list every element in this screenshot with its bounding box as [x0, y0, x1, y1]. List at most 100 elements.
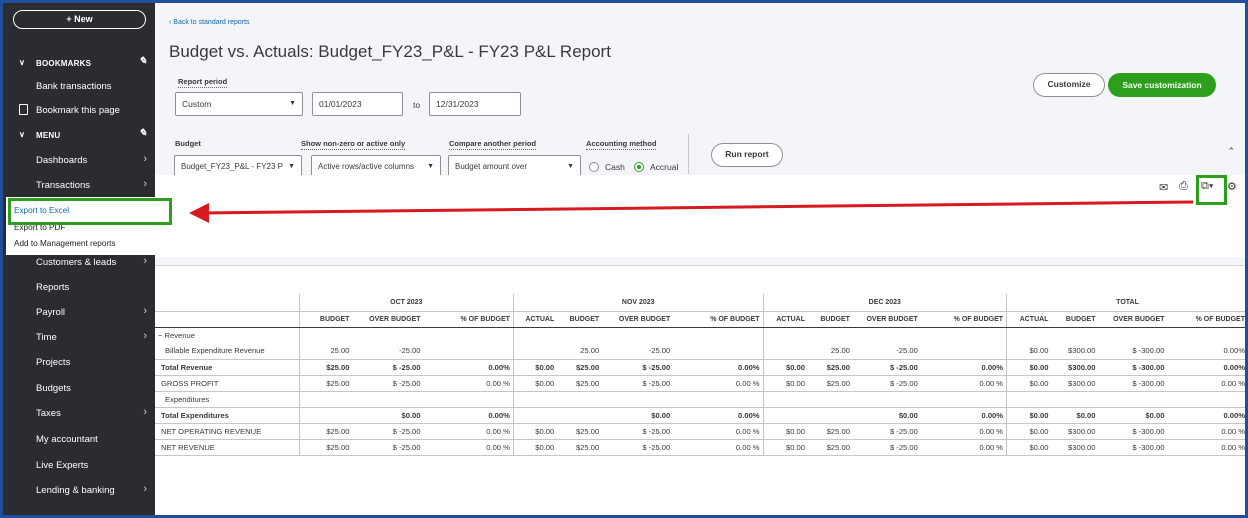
table-cell[interactable]: $25.00 [808, 358, 853, 376]
table-cell[interactable]: $ -25.00 [352, 439, 424, 456]
table-cell[interactable]: $0.00 [352, 406, 424, 424]
table-cell[interactable]: $25.00 [557, 375, 603, 392]
edit-pencil-icon[interactable]: ✎ [138, 56, 147, 67]
table-cell[interactable]: $0.00 [512, 358, 558, 376]
table-cell[interactable]: $ -300.00 [1098, 439, 1168, 456]
table-cell[interactable]: 0.00 % [423, 375, 514, 392]
table-cell[interactable]: $ -300.00 [1098, 358, 1168, 376]
export-icon[interactable]: ⧉▾ [1201, 180, 1214, 192]
table-cell[interactable]: 0.00 % [673, 423, 764, 440]
table-cell[interactable]: $ -25.00 [352, 375, 424, 392]
table-cell[interactable]: $0.00 [1006, 439, 1052, 456]
table-cell[interactable]: $25.00 [808, 375, 853, 392]
sidebar-item-taxes[interactable]: Taxes › [3, 402, 155, 424]
table-cell[interactable]: $25.00 [298, 423, 353, 440]
table-cell[interactable]: $ -25.00 [852, 358, 921, 376]
sidebar-item-lending-banking[interactable]: Lending & banking › [3, 479, 155, 501]
table-cell[interactable]: $0.00 [762, 423, 808, 440]
accrual-radio[interactable] [634, 162, 644, 172]
table-cell[interactable]: 0.00 % [1167, 375, 1245, 392]
table-cell[interactable]: 25.00 [298, 343, 353, 359]
sidebar-item-payroll[interactable]: Payroll › [3, 301, 155, 323]
table-cell[interactable]: $ -25.00 [602, 423, 674, 440]
table-cell[interactable]: $300.00 [1051, 358, 1099, 376]
table-cell[interactable]: $300.00 [1051, 375, 1099, 392]
table-cell[interactable]: 0.00% [920, 358, 1007, 376]
table-cell[interactable]: $ -300.00 [1098, 423, 1168, 440]
sidebar-item-time[interactable]: Time › [3, 326, 155, 348]
save-customization-button[interactable]: Save customization [1108, 73, 1216, 97]
back-to-reports-link[interactable]: ‹ Back to standard reports [169, 19, 250, 26]
table-cell[interactable]: 0.00 % [920, 375, 1007, 392]
table-cell[interactable]: $0.00 [512, 423, 558, 440]
table-cell[interactable]: $25.00 [557, 358, 603, 376]
table-cell[interactable]: 0.00% [1223, 346, 1245, 356]
table-cell[interactable]: $25.00 [557, 423, 603, 440]
table-cell[interactable]: $ -25.00 [602, 375, 674, 392]
table-cell[interactable]: $ -25.00 [852, 439, 921, 456]
table-cell[interactable]: 0.00 % [423, 439, 514, 456]
table-cell[interactable]: $0.00 [512, 375, 558, 392]
table-cell[interactable]: 0.00% [423, 406, 514, 424]
table-cell[interactable]: 0.00% [1167, 358, 1245, 376]
table-cell[interactable]: 25.00 [830, 346, 850, 356]
sidebar-item-transactions[interactable]: Transactions › [3, 174, 155, 196]
date-from-input[interactable]: 01/01/2023 [312, 92, 403, 116]
table-cell[interactable]: $0.00 [852, 406, 921, 424]
customize-button[interactable]: Customize [1033, 73, 1105, 97]
table-cell[interactable]: 0.00% [1167, 406, 1245, 424]
table-cell[interactable]: -25.00 [398, 346, 421, 356]
print-icon[interactable]: ⎙ [1179, 180, 1188, 192]
date-to-input[interactable]: 12/31/2023 [429, 92, 521, 116]
table-cell[interactable]: $25.00 [298, 358, 353, 376]
new-button[interactable]: + New [13, 10, 146, 29]
table-cell[interactable]: 0.00% [920, 406, 1007, 424]
table-cell[interactable]: $25.00 [298, 439, 353, 456]
sidebar-item-dashboards[interactable]: Dashboards › [3, 149, 155, 171]
table-cell[interactable]: $300.00 [1068, 346, 1096, 356]
table-cell[interactable]: $0.00 [602, 406, 674, 424]
table-cell[interactable]: 0.00 % [920, 423, 1007, 440]
table-cell[interactable]: $0.00 [762, 439, 808, 456]
table-cell[interactable]: $ -25.00 [602, 439, 674, 456]
report-period-select[interactable]: Custom ▼ [175, 92, 303, 116]
table-cell[interactable]: $300.00 [1051, 423, 1099, 440]
table-cell[interactable]: -25.00 [896, 346, 918, 356]
table-cell[interactable]: $0.00 [762, 358, 808, 376]
table-cell[interactable]: $0.00 [1051, 406, 1099, 424]
row-label[interactable]: − Revenue [158, 330, 195, 340]
table-cell[interactable]: $0.00 [512, 439, 558, 456]
table-cell[interactable]: $ -25.00 [352, 423, 424, 440]
table-cell[interactable]: $25.00 [298, 375, 353, 392]
sidebar-item-budgets[interactable]: Budgets [3, 377, 155, 399]
sidebar-item-customers-leads[interactable]: Customers & leads › [3, 251, 155, 273]
table-cell[interactable]: $0.00 [1006, 375, 1052, 392]
export-to-excel-item[interactable]: Export to Excel [14, 206, 70, 215]
sidebar-item-reports[interactable]: Reports [3, 276, 155, 298]
table-cell[interactable]: $0.00 [1006, 343, 1052, 359]
sidebar-item-bank-transactions[interactable]: Bank transactions [3, 75, 155, 97]
sidebar-item-my-accountant[interactable]: My accountant [3, 428, 155, 450]
export-to-pdf-item[interactable]: Export to PDF [14, 223, 66, 232]
table-cell[interactable]: 0.00 % [1167, 439, 1245, 456]
table-cell[interactable]: 0.00 % [423, 423, 514, 440]
chevron-up-icon[interactable]: ⌃ [1227, 146, 1235, 156]
cash-radio[interactable] [589, 162, 599, 172]
table-cell[interactable]: $0.00 [762, 375, 808, 392]
sidebar-item-live-experts[interactable]: Live Experts [3, 454, 155, 476]
menu-section-header[interactable]: ∨ MENU ✎ [3, 125, 155, 145]
table-cell[interactable]: 25.00 [580, 346, 600, 356]
add-to-management-reports-item[interactable]: Add to Management reports [14, 239, 116, 248]
table-cell[interactable]: 0.00 % [1167, 423, 1245, 440]
table-cell[interactable]: 0.00% [673, 406, 764, 424]
table-cell[interactable]: 0.00% [673, 358, 764, 376]
edit-pencil-icon[interactable]: ✎ [138, 128, 147, 139]
table-cell[interactable]: $0.00 [1098, 406, 1168, 424]
settings-gear-icon[interactable]: ⚙ [1227, 181, 1237, 193]
table-cell[interactable]: $ -25.00 [352, 358, 424, 376]
table-cell[interactable]: $0.00 [1006, 423, 1052, 440]
table-cell[interactable]: $ -25.00 [852, 423, 921, 440]
table-cell[interactable]: -25.00 [648, 346, 671, 356]
sidebar-item-projects[interactable]: Projects [3, 351, 155, 373]
table-cell[interactable]: 0.00 % [920, 439, 1007, 456]
